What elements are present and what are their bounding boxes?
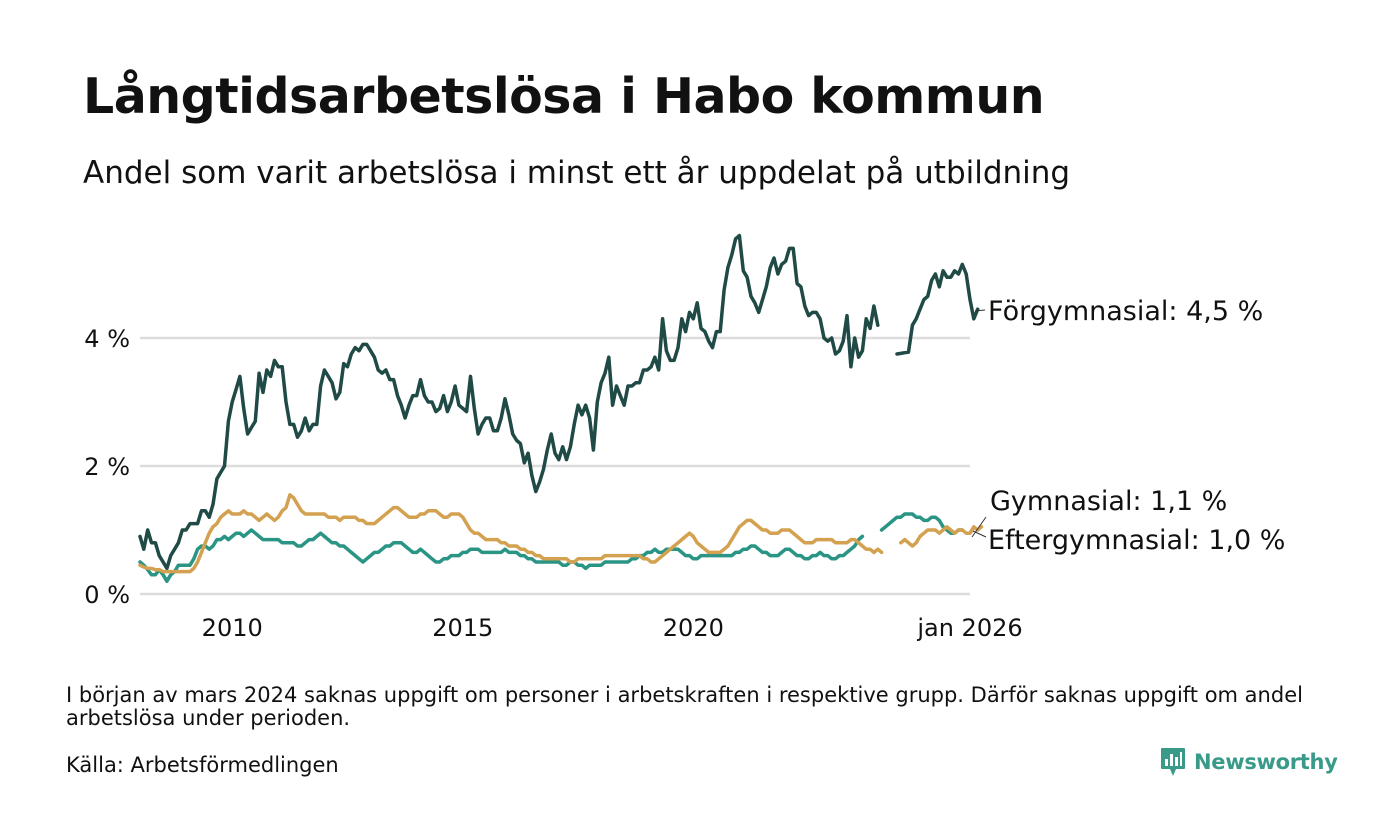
series-line-gymnasial: [138, 512, 965, 583]
x-tick-label: 2015: [432, 614, 493, 642]
footnote: I början av mars 2024 saknas uppgift om …: [66, 683, 1303, 730]
series-label-eftergymnasial: Eftergymnasial: 1,0 %: [988, 525, 1285, 556]
brand-name: Newsworthy: [1194, 750, 1338, 774]
x-tick-label: jan 2026: [916, 614, 1022, 642]
line-chart: 0 % 2 % 4 % 2010 2015 2020 jan 2026 Förgymnas…: [84, 233, 1285, 642]
chart-subtitle: Andel som varit arbetslösa i minst ett å…: [83, 155, 1071, 191]
series-line-eftergymnasial: [138, 493, 984, 574]
x-axis-labels: 2010 2015 2020 jan 2026: [202, 614, 1023, 642]
y-tick-label: 0 %: [84, 581, 130, 609]
series-line-förgymnasial: [138, 233, 980, 571]
x-tick-label: 2020: [663, 614, 724, 642]
y-axis-labels: 0 % 2 % 4 %: [84, 325, 130, 609]
series-label-gymnasial: Gymnasial: 1,1 %: [990, 486, 1227, 517]
y-tick-label: 2 %: [84, 453, 130, 481]
newsworthy-icon: [1161, 748, 1185, 776]
series-label-förgymnasial: Förgymnasial: 4,5 %: [988, 296, 1263, 327]
source-text: Källa: Arbetsförmedlingen: [66, 753, 339, 777]
label-leader-line: [971, 516, 987, 538]
label-leader-line: [974, 309, 986, 312]
x-tick-label: 2010: [202, 614, 263, 642]
brand-logo: Newsworthy: [1160, 746, 1338, 778]
y-tick-label: 4 %: [84, 325, 130, 353]
series-labels: Förgymnasial: 4,5 % Gymnasial: 1,1 % Efter…: [971, 296, 1285, 556]
chart-title: Långtidsarbetslösa i Habo kommun: [83, 68, 1045, 125]
label-leader-line: [972, 530, 987, 538]
series-lines: [138, 233, 984, 583]
